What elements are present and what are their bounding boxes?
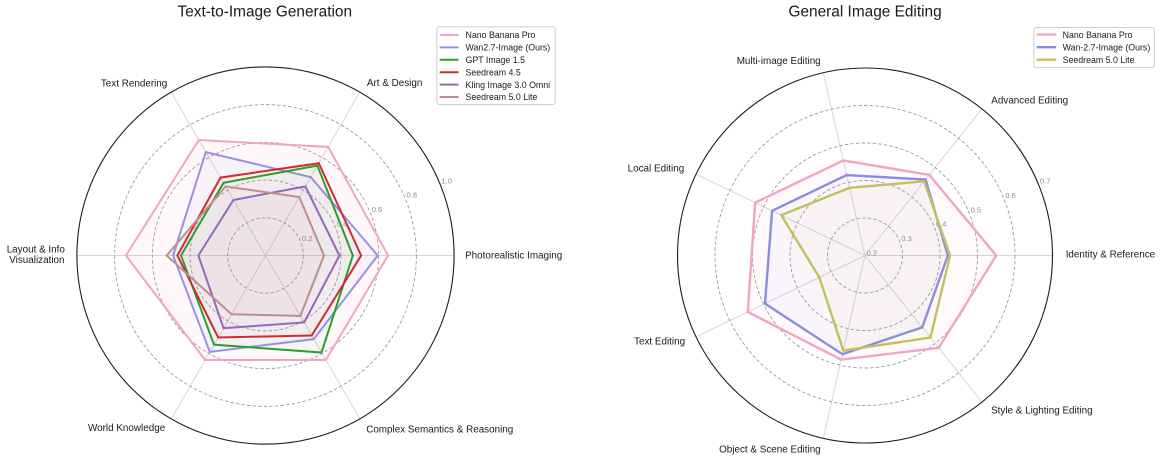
svg-text:0.6: 0.6: [1005, 191, 1016, 200]
svg-text:Text Editing: Text Editing: [634, 337, 685, 348]
svg-text:Multi-image Editing: Multi-image Editing: [737, 56, 821, 67]
svg-text:Complex Semantics & Reasoning: Complex Semantics & Reasoning: [366, 425, 513, 436]
svg-text:1.0: 1.0: [441, 176, 452, 185]
svg-text:Identity & Reference: Identity & Reference: [1066, 250, 1156, 261]
svg-text:0.5: 0.5: [971, 205, 982, 214]
svg-text:Kling Image 3.0 Omni: Kling Image 3.0 Omni: [466, 80, 551, 90]
svg-text:Style & Lighting Editing: Style & Lighting Editing: [991, 405, 1093, 416]
svg-text:GPT Image 1.5: GPT Image 1.5: [466, 55, 526, 65]
svg-text:Seedream 4.5: Seedream 4.5: [466, 67, 521, 77]
svg-text:Local Editing: Local Editing: [628, 163, 685, 174]
svg-text:0.6: 0.6: [372, 205, 383, 214]
svg-text:General Image Editing: General Image Editing: [789, 3, 942, 20]
svg-text:Object & Scene Editing: Object & Scene Editing: [719, 444, 821, 455]
svg-text:Visualization: Visualization: [9, 255, 64, 266]
svg-text:Wan2.7-Image (Ours): Wan2.7-Image (Ours): [466, 43, 551, 53]
svg-text:Seedream 5.0 Lite: Seedream 5.0 Lite: [466, 92, 538, 102]
svg-text:Photorealistic Imaging: Photorealistic Imaging: [465, 250, 562, 261]
svg-text:World Knowledge: World Knowledge: [88, 423, 166, 434]
svg-text:Text Rendering: Text Rendering: [101, 79, 167, 90]
svg-text:Text-to-Image Generation: Text-to-Image Generation: [178, 3, 353, 20]
svg-text:0.8: 0.8: [407, 191, 418, 200]
svg-text:0.7: 0.7: [1040, 177, 1051, 186]
svg-text:Advanced Editing: Advanced Editing: [991, 96, 1068, 107]
svg-text:Art & Design: Art & Design: [367, 78, 422, 89]
svg-text:Layout & Info: Layout & Info: [7, 245, 66, 256]
svg-text:Nano Banana Pro: Nano Banana Pro: [466, 30, 536, 40]
svg-text:Nano Banana Pro: Nano Banana Pro: [1063, 30, 1133, 40]
svg-text:Wan-2.7-Image (Ours): Wan-2.7-Image (Ours): [1063, 42, 1151, 52]
svg-text:Seedream 5.0 Lite: Seedream 5.0 Lite: [1063, 55, 1135, 65]
